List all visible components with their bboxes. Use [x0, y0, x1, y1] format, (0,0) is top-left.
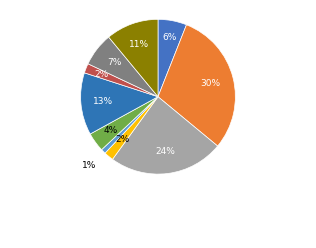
Text: 30%: 30%	[200, 79, 221, 88]
Wedge shape	[158, 19, 186, 97]
Text: 24%: 24%	[155, 148, 175, 156]
Wedge shape	[105, 97, 158, 159]
Wedge shape	[102, 97, 158, 153]
Text: 2%: 2%	[115, 135, 130, 144]
Wedge shape	[112, 97, 218, 174]
Text: 1%: 1%	[82, 161, 97, 170]
Text: 11%: 11%	[129, 40, 149, 49]
Text: 7%: 7%	[107, 58, 121, 67]
Text: 13%: 13%	[93, 97, 112, 106]
Wedge shape	[109, 19, 158, 97]
Wedge shape	[81, 73, 158, 134]
Wedge shape	[158, 25, 235, 146]
Text: 6%: 6%	[162, 33, 177, 42]
Wedge shape	[90, 97, 158, 150]
Wedge shape	[88, 37, 158, 97]
Text: 4%: 4%	[104, 126, 118, 135]
Wedge shape	[84, 64, 158, 97]
Text: 2%: 2%	[95, 70, 109, 79]
